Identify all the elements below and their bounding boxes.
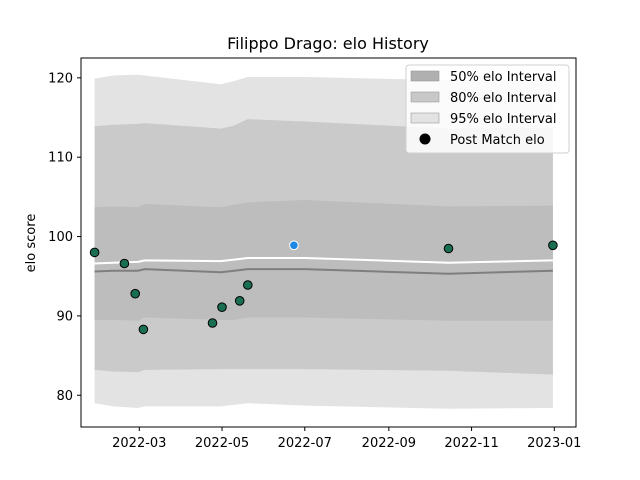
post-match-point bbox=[89, 247, 100, 258]
legend-label: 80% elo Interval bbox=[450, 91, 557, 106]
post-match-point bbox=[234, 296, 245, 306]
legend: 50% elo Interval 80% elo Interval 95% elo … bbox=[405, 64, 570, 154]
legend-label: 50% elo Interval bbox=[450, 70, 557, 85]
y-tick-label: 100 bbox=[48, 230, 73, 245]
post-match-point bbox=[289, 240, 299, 251]
x-tick-label: 2022-03 bbox=[112, 436, 166, 451]
post-match-point bbox=[207, 318, 218, 328]
x-tick-label: 2022-07 bbox=[278, 436, 332, 451]
post-match-point bbox=[548, 240, 558, 251]
x-tick-label: 2022-05 bbox=[195, 436, 249, 451]
series-line-1 bbox=[94, 268, 553, 275]
post-match-point bbox=[138, 324, 149, 335]
post-match-point bbox=[130, 288, 140, 299]
post-match-point bbox=[217, 302, 227, 313]
legend-label: 95% elo Interval bbox=[450, 112, 557, 127]
post-match-point bbox=[119, 258, 130, 269]
post-match-point bbox=[243, 280, 253, 290]
interval-band-3 bbox=[94, 200, 553, 321]
y-tick-label: 110 bbox=[48, 151, 73, 166]
legend-swatch bbox=[410, 91, 440, 103]
plot-area bbox=[89, 74, 558, 409]
legend-marker bbox=[419, 133, 431, 145]
x-tick-label: 2022-11 bbox=[444, 436, 498, 451]
legend-swatch bbox=[410, 112, 440, 124]
y-tick-label: 80 bbox=[56, 389, 73, 404]
legend-label: Post Match elo bbox=[450, 133, 545, 148]
axes-frame bbox=[80, 57, 577, 428]
y-tick-label: 90 bbox=[56, 309, 73, 324]
x-tick-label: 2022-09 bbox=[362, 436, 416, 451]
post-match-point bbox=[443, 243, 454, 254]
legend-box bbox=[405, 64, 570, 154]
chart-title: Filippo Drago: elo History bbox=[227, 34, 429, 53]
x-tick-label: 2023-01 bbox=[527, 436, 581, 451]
y-tick-label: 120 bbox=[48, 71, 73, 86]
y-axis-label: elo score bbox=[24, 214, 39, 273]
legend-swatch bbox=[410, 70, 440, 82]
axes: 2022-03 2022-05 2022-07 2022-09 2022-11 2023-… bbox=[48, 57, 581, 451]
